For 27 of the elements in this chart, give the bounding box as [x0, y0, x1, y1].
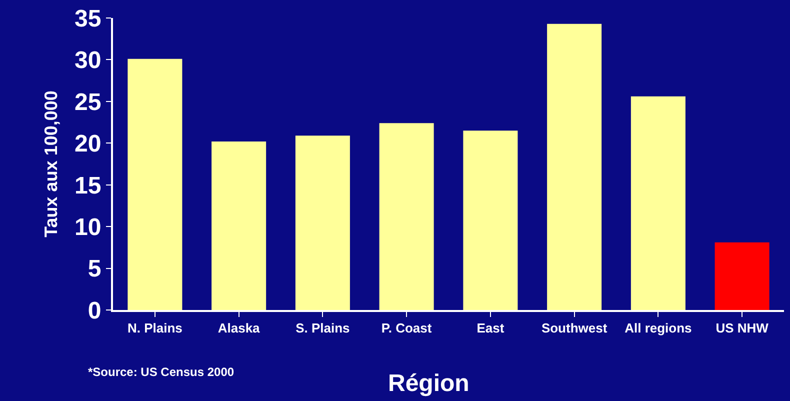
x-axis-title: Région [388, 370, 470, 397]
bar [714, 242, 770, 310]
text: *Source: US Census 2000 [88, 365, 234, 379]
x-tick-label: All regions [624, 320, 692, 336]
y-tick-label: 0 [88, 297, 102, 324]
x-tick-label: P. Coast [381, 320, 432, 336]
bar [463, 130, 518, 310]
y-tick-label: 5 [88, 256, 102, 283]
bar [128, 58, 182, 310]
x-tick-label: N. Plains [127, 320, 182, 336]
y-tick-label: 30 [74, 47, 102, 74]
y-tick-label: 10 [74, 214, 102, 241]
y-tick-label: 15 [74, 172, 102, 200]
y-tick-label: 35 [74, 5, 102, 32]
x-tick-label: S. Plains [296, 320, 350, 336]
bar [212, 141, 266, 310]
x-tick-label: East [476, 320, 505, 336]
bar [630, 96, 686, 310]
bar [547, 24, 602, 310]
y-tick-label: 25 [74, 88, 102, 116]
y-tick-label: 20 [74, 130, 102, 158]
bar [379, 123, 434, 310]
x-tick-label: US NHW [716, 320, 770, 336]
x-tick-label: Southwest [541, 320, 608, 336]
x-tick-label: Alaska [218, 320, 261, 336]
y-axis-title: Taux aux 100,000 [41, 90, 62, 238]
bar [295, 136, 350, 310]
